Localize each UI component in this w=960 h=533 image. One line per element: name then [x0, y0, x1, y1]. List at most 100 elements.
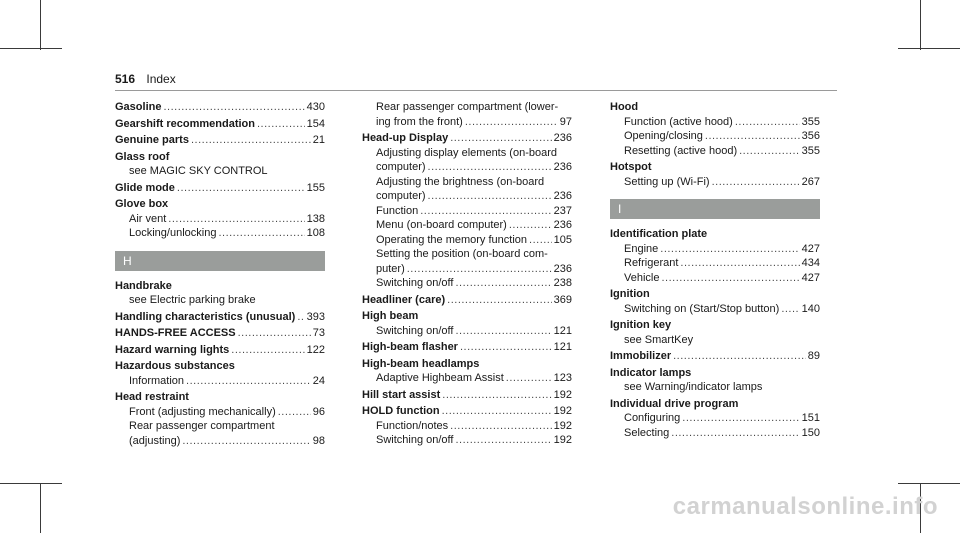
page-reference[interactable]: 21 — [312, 134, 325, 146]
dot-leader — [680, 256, 799, 271]
index-subentry[interactable]: computer) 236 — [362, 160, 572, 175]
index-heading[interactable]: Head-up Display 236 — [362, 131, 572, 146]
index-heading[interactable]: Glide mode 155 — [115, 181, 325, 196]
page-reference[interactable]: 393 — [306, 310, 325, 323]
index-subentry[interactable]: Front (adjusting mechanically) 96 — [115, 405, 325, 420]
index-subentry[interactable]: Switching on/off 121 — [362, 324, 572, 339]
page-reference[interactable]: 238 — [553, 277, 572, 289]
heading-text: HANDS-FREE ACCESS — [115, 327, 236, 339]
index-heading[interactable]: HOLD function 192 — [362, 404, 572, 419]
index-subentry[interactable]: Refrigerant 434 — [610, 256, 820, 271]
heading-text: Indicator lamps — [610, 366, 692, 379]
see-reference[interactable]: see MAGIC SKY CONTROL — [129, 165, 268, 177]
page-reference[interactable]: 138 — [306, 212, 325, 225]
index-subentry[interactable]: Function (active hood) 355 — [610, 115, 820, 130]
page-reference[interactable]: 150 — [801, 426, 820, 439]
page-reference[interactable]: 96 — [312, 405, 325, 418]
index-subentry[interactable]: Air vent 138 — [115, 212, 325, 227]
dot-leader — [257, 117, 305, 132]
index-subentry[interactable]: ing from the front) 97 — [362, 115, 572, 130]
page-reference[interactable]: 123 — [553, 372, 572, 384]
page-reference[interactable]: 236 — [553, 219, 572, 231]
page-reference[interactable]: 434 — [801, 257, 820, 269]
see-reference[interactable]: see Electric parking brake — [129, 294, 256, 306]
index-heading[interactable]: Hazard warning lights 122 — [115, 343, 325, 358]
dot-leader — [450, 131, 551, 146]
index-entry: Head-up Display 236 Adjusting display elem… — [362, 131, 572, 291]
page-reference[interactable]: 192 — [553, 419, 572, 432]
page-reference[interactable]: 427 — [801, 242, 820, 255]
page-reference[interactable]: 121 — [553, 341, 572, 353]
index-subentry[interactable]: Switching on/off 238 — [362, 276, 572, 291]
subentry-text: Opening/closing — [624, 130, 703, 142]
index-subentry[interactable]: Switching on/off 192 — [362, 433, 572, 448]
page-reference[interactable]: 355 — [801, 115, 820, 128]
page-reference[interactable]: 105 — [553, 233, 572, 246]
index-subentry[interactable]: Selecting 150 — [610, 426, 820, 441]
see-reference[interactable]: see Warning/indicator lamps — [624, 381, 763, 393]
page-reference[interactable]: 155 — [306, 181, 325, 194]
index-subentry[interactable]: Configuring 151 — [610, 411, 820, 426]
index-subentry[interactable]: Locking/unlocking 108 — [115, 226, 325, 241]
index-subentry[interactable]: Adaptive Highbeam Assist 123 — [362, 371, 572, 386]
page-reference[interactable]: 236 — [553, 190, 572, 202]
index-subentry[interactable]: Operating the memory function 105 — [362, 233, 572, 248]
index-subentry[interactable]: Switching on (Start/Stop button) 140 — [610, 302, 820, 317]
page-reference[interactable]: 122 — [306, 343, 325, 356]
page-reference[interactable]: 108 — [306, 227, 325, 239]
index-subentry[interactable]: Resetting (active hood) 355 — [610, 144, 820, 159]
index-subentry[interactable]: Setting up (Wi-Fi) 267 — [610, 175, 820, 190]
see-reference[interactable]: see SmartKey — [624, 333, 694, 346]
heading-text: Handbrake — [115, 279, 172, 292]
dot-leader — [447, 293, 551, 308]
heading-text: Handling characteristics (unusual) — [115, 310, 296, 323]
index-subentry[interactable]: Opening/closing 356 — [610, 129, 820, 144]
page-reference[interactable]: 24 — [312, 374, 325, 387]
heading-text: Glove box — [115, 198, 169, 210]
index-subentry[interactable]: Function/notes 192 — [362, 419, 572, 434]
page-reference[interactable]: 98 — [312, 434, 325, 447]
page-reference[interactable]: 237 — [553, 204, 572, 217]
page-reference[interactable]: 236 — [553, 262, 572, 275]
page-reference[interactable]: 369 — [553, 293, 572, 306]
page-reference[interactable]: 154 — [306, 117, 325, 130]
page-reference[interactable]: 355 — [801, 144, 820, 157]
heading-text: Gearshift recommendation — [115, 117, 255, 130]
heading-text: HOLD function — [362, 405, 440, 417]
page-reference[interactable]: 267 — [801, 175, 820, 188]
index-heading[interactable]: Handling characteristics (unusual) 393 — [115, 310, 325, 325]
index-subentry[interactable]: Vehicle 427 — [610, 271, 820, 286]
page-reference[interactable]: 356 — [801, 130, 820, 142]
index-heading[interactable]: Gearshift recommendation 154 — [115, 117, 325, 132]
index-heading[interactable]: Immobilizer 89 — [610, 349, 820, 364]
index-heading[interactable]: Gasoline 430 — [115, 100, 325, 115]
index-subentry[interactable]: computer) 236 — [362, 189, 572, 204]
index-subentry[interactable]: Function 237 — [362, 204, 572, 219]
index-heading[interactable]: Headliner (care) 369 — [362, 293, 572, 308]
page-reference[interactable]: 97 — [559, 115, 572, 128]
page-reference[interactable]: 140 — [801, 302, 820, 315]
page-reference[interactable]: 427 — [801, 271, 820, 284]
page-reference[interactable]: 73 — [312, 327, 325, 339]
index-heading[interactable]: High-beam flasher 121 — [362, 340, 572, 355]
page-reference[interactable]: 236 — [553, 161, 572, 173]
index-subentry[interactable]: Information 24 — [115, 374, 325, 389]
index-heading[interactable]: HANDS-FREE ACCESS 73 — [115, 326, 325, 341]
index-subentry[interactable]: puter) 236 — [362, 262, 572, 277]
index-subentry[interactable]: Menu (on-board computer) 236 — [362, 218, 572, 233]
page-reference[interactable]: 121 — [553, 324, 572, 337]
index-heading[interactable]: Hill start assist 192 — [362, 388, 572, 403]
dot-leader — [460, 340, 552, 355]
index-heading[interactable]: Genuine parts 21 — [115, 133, 325, 148]
index-subentry[interactable]: Engine 427 — [610, 242, 820, 257]
page-reference[interactable]: 236 — [553, 132, 572, 144]
page-reference[interactable]: 151 — [801, 412, 820, 424]
subentry-text: Switching on/off — [376, 277, 454, 289]
page-reference[interactable]: 192 — [553, 405, 572, 417]
page-reference[interactable]: 192 — [553, 388, 572, 401]
page-reference[interactable]: 89 — [807, 350, 820, 362]
subentry-text: Adaptive Highbeam Assist — [376, 372, 504, 384]
index-subentry[interactable]: (adjusting) 98 — [115, 434, 325, 449]
page-reference[interactable]: 430 — [306, 101, 325, 113]
page-reference[interactable]: 192 — [553, 434, 572, 446]
